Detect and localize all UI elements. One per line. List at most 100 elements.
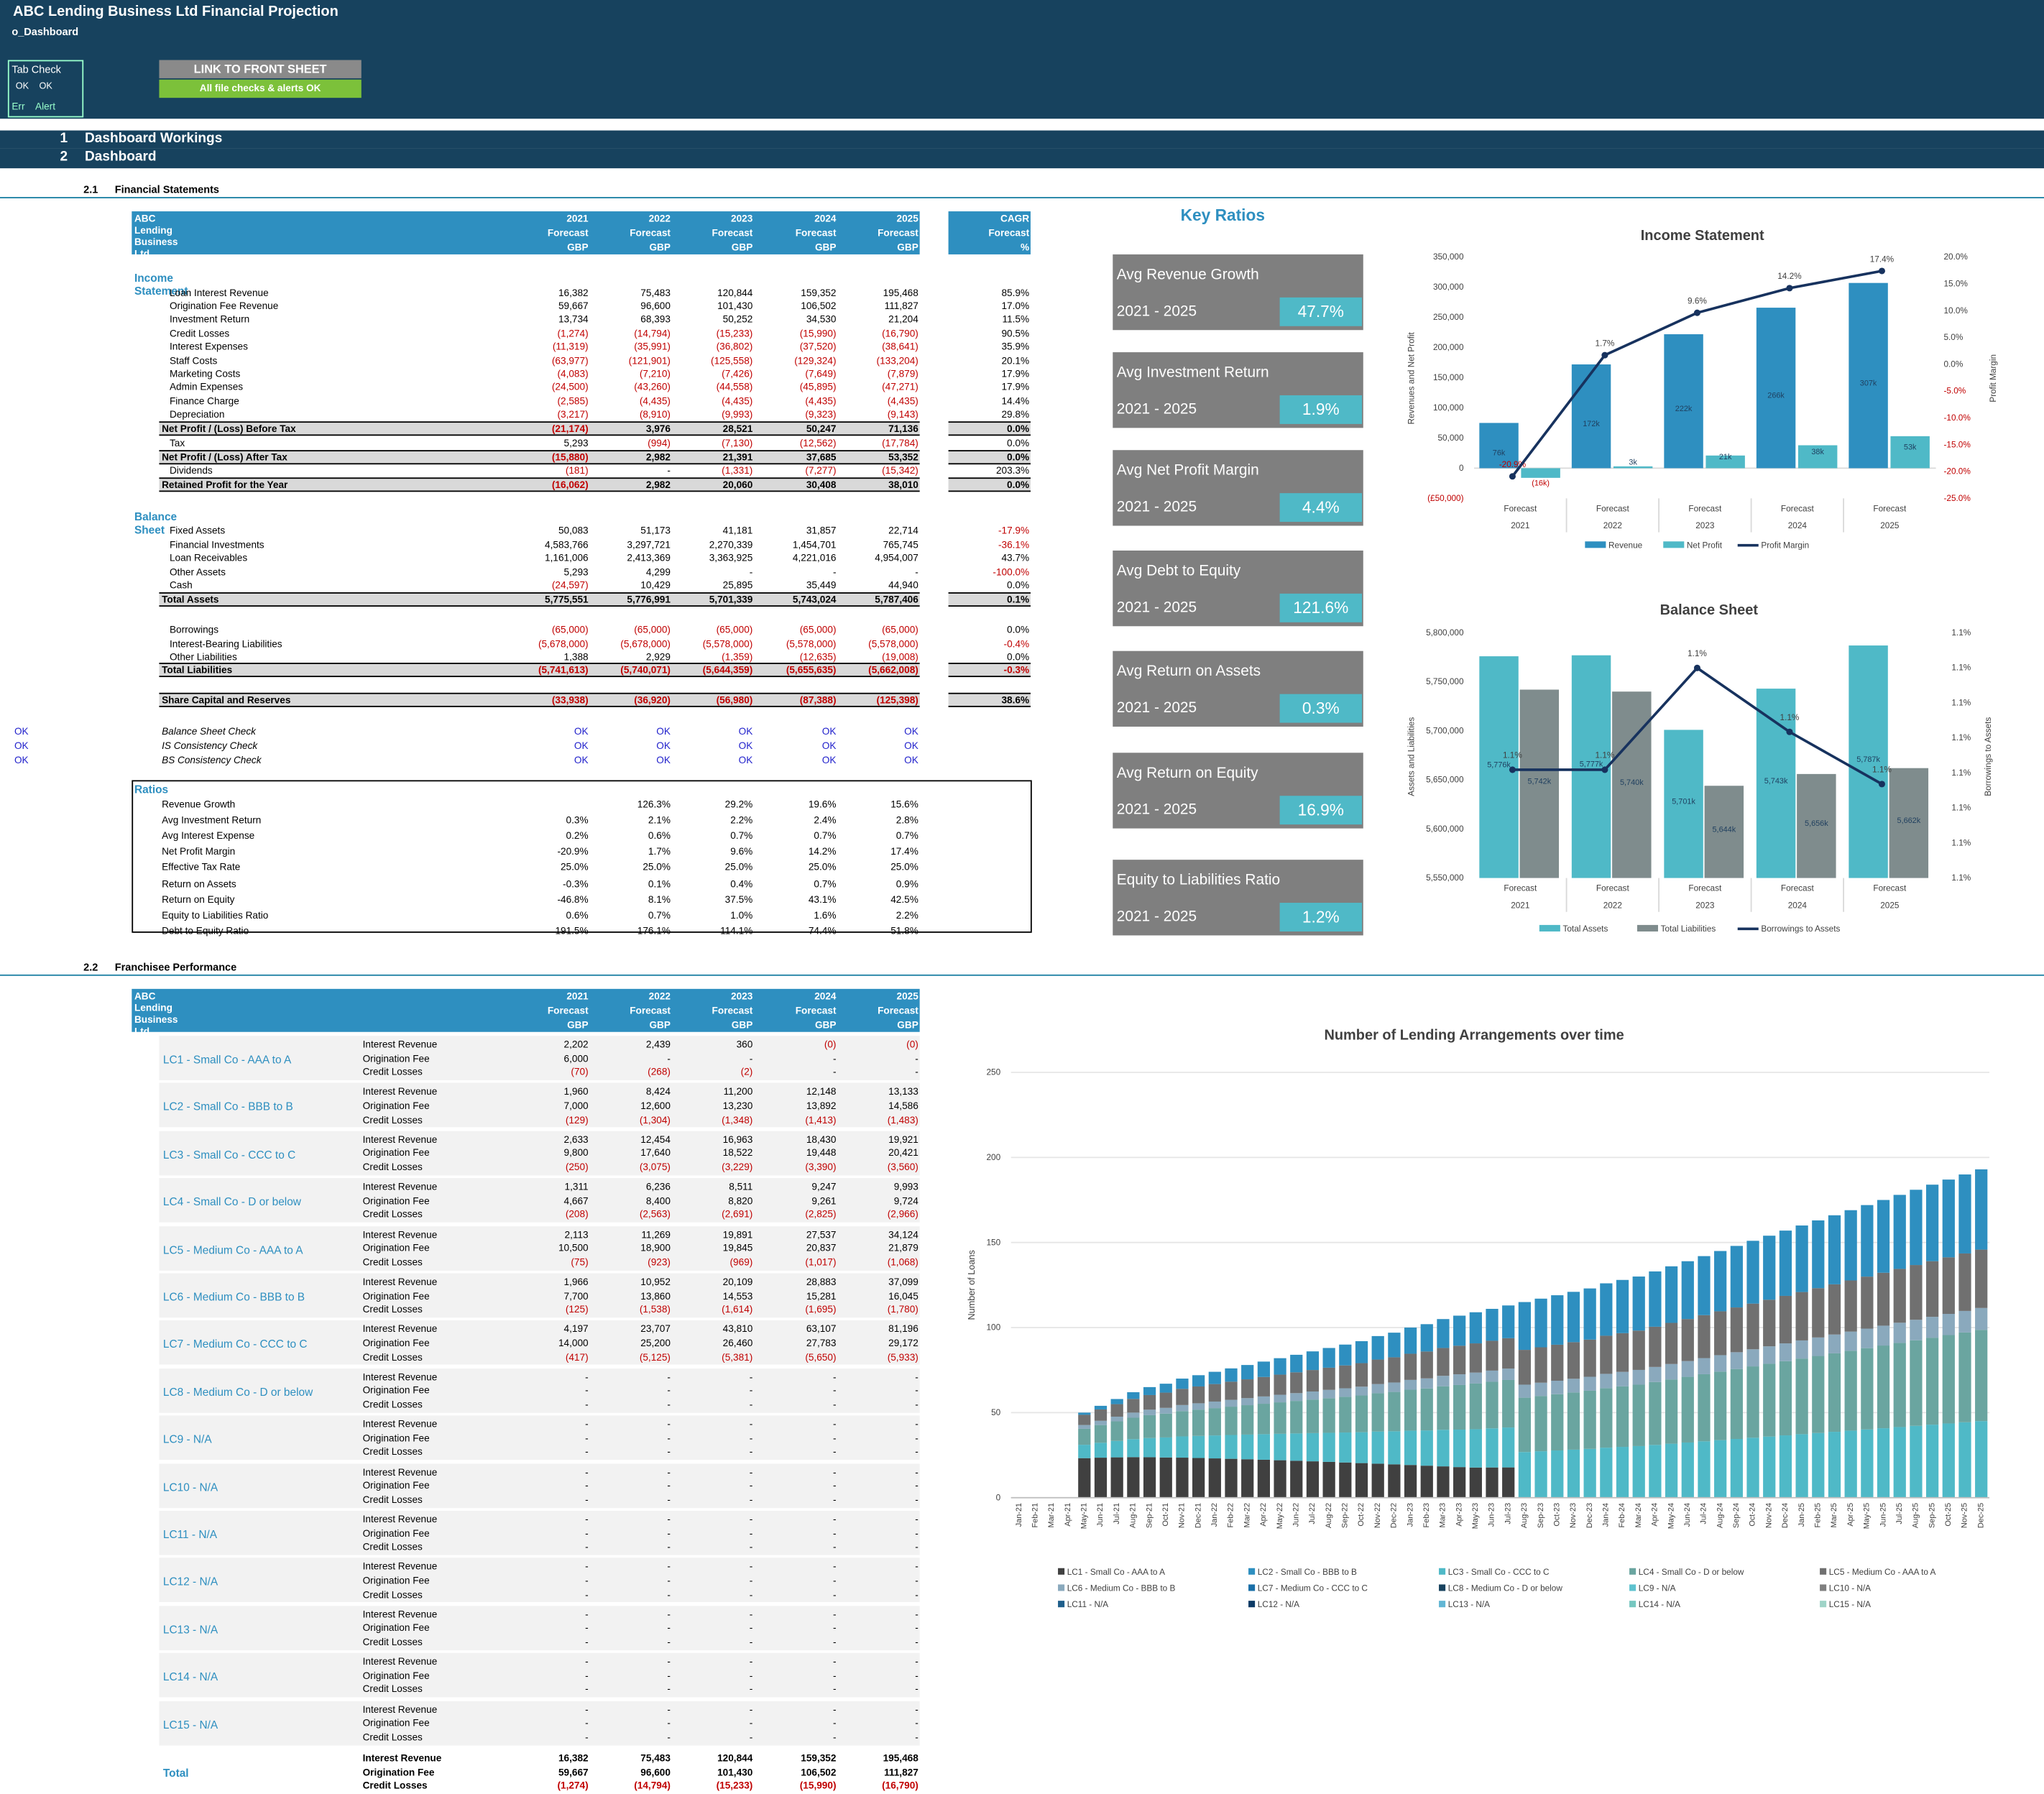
value-cell: 8,400: [645, 1195, 671, 1207]
stacked-bar-segment: [1241, 1365, 1254, 1380]
line-label: Credit Losses: [362, 1445, 423, 1458]
cagr-cell: 0.0%: [1007, 423, 1030, 435]
year-header: 2025: [896, 990, 919, 1002]
stacked-bar-segment: [1339, 1365, 1352, 1389]
kpi-period: 2021 - 2025: [1116, 303, 1197, 320]
value-cell: (3,217): [557, 408, 589, 420]
cagr-cell: 203.3%: [995, 464, 1030, 477]
stacked-bar-segment: [1306, 1461, 1320, 1498]
x-tick-label: Oct-24: [1749, 1503, 1757, 1527]
x-tick-label: Aug-22: [1325, 1503, 1333, 1528]
value-cell: (129,324): [794, 354, 837, 367]
currency-header: GBP: [567, 1018, 589, 1031]
kpi-name: Avg Return on Equity: [1116, 765, 1258, 782]
x-tick-label: Dec-21: [1194, 1503, 1202, 1528]
stacked-bar-segment: [1583, 1376, 1596, 1391]
value-cell: (15,233): [716, 1780, 753, 1792]
stacked-bar-segment: [1176, 1404, 1189, 1412]
value-cell: -: [667, 1703, 671, 1716]
y2-tick-label: 1.1%: [1951, 804, 1971, 813]
stacked-bar-segment: [1094, 1420, 1108, 1425]
stacked-bar-segment: [1094, 1405, 1108, 1409]
value-cell: (17,784): [882, 437, 919, 449]
ratio-value: 37.5%: [724, 893, 753, 905]
kpi-value: 0.3%: [1279, 694, 1362, 723]
y-tick-label: 150: [987, 1238, 1001, 1247]
y2-tick-label: 1.1%: [1951, 768, 1971, 778]
cagr-cell: 20.1%: [1001, 354, 1030, 367]
legend-label: Total Liabilities: [1661, 924, 1716, 934]
stacked-bar-segment: [1143, 1457, 1156, 1498]
line-label: Interest Revenue: [362, 1560, 438, 1573]
forecast-header: Forecast: [630, 226, 671, 239]
link-to-front-sheet-button[interactable]: LINK TO FRONT SHEET: [159, 60, 362, 78]
value-cell: (4,435): [639, 395, 671, 407]
tab-check-alert: Alert: [35, 100, 55, 113]
stacked-bar-segment: [1078, 1414, 1091, 1425]
stacked-bar-segment: [1078, 1458, 1091, 1498]
x-category-top: Forecast: [1781, 505, 1815, 514]
x-tick-label: Mar-24: [1634, 1503, 1643, 1527]
stacked-bar-segment: [1942, 1179, 1955, 1258]
x-category-top: Forecast: [1596, 505, 1630, 514]
stacked-bar-segment: [1404, 1465, 1417, 1498]
lc-band: [159, 1558, 920, 1603]
forecast-header: Forecast: [712, 1004, 753, 1016]
stacked-bar-segment: [1339, 1344, 1352, 1366]
value-cell: 11,269: [641, 1228, 671, 1241]
value-cell: -: [832, 1479, 837, 1491]
value-cell: (3,229): [722, 1161, 753, 1173]
year-header: 2024: [814, 212, 837, 225]
value-cell: 9,993: [893, 1181, 919, 1193]
section-dashboard[interactable]: 2 Dashboard: [0, 148, 2044, 169]
y-tick-label: 5,600,000: [1426, 824, 1464, 834]
legend-label: Total Assets: [1562, 924, 1608, 934]
stacked-bar-segment: [1192, 1375, 1205, 1386]
stacked-bar-segment: [1486, 1428, 1499, 1468]
line-label: Credit Losses: [362, 1351, 423, 1363]
value-cell: 4,197: [563, 1323, 589, 1335]
y-tick-label: 200: [987, 1153, 1001, 1162]
value-cell: 23,707: [640, 1323, 671, 1335]
cagr-header: CAGR: [1000, 212, 1030, 225]
stacked-bar-segment: [1975, 1249, 1988, 1308]
stacked-bar-segment: [1730, 1352, 1743, 1369]
y2-axis-label: Borrowings to Assets: [1984, 717, 1993, 796]
ratio-value: 74.4%: [808, 924, 837, 937]
value-cell: -: [667, 1540, 671, 1553]
value-cell: -: [585, 1432, 589, 1444]
value-cell: 18,522: [722, 1147, 753, 1159]
ratios-heading: Ratios: [134, 783, 169, 796]
stacked-bar-segment: [1078, 1412, 1091, 1415]
legend-swatch: [1248, 1584, 1256, 1591]
year-header: 2022: [648, 990, 671, 1002]
stacked-bar-segment: [1241, 1379, 1254, 1399]
y-axis-label: Assets and Liabilities: [1407, 717, 1417, 796]
stacked-bar-segment: [1616, 1333, 1629, 1372]
ratios-box: [132, 780, 1032, 933]
stacked-bar-segment: [1812, 1432, 1825, 1498]
stacked-bar-segment: [1910, 1425, 1923, 1498]
section-dashboard-workings[interactable]: 1 Dashboard Workings: [0, 130, 2044, 149]
value-cell: 13,133: [888, 1085, 919, 1098]
forecast-header: Forecast: [988, 226, 1030, 239]
line-label: Credit Losses: [362, 1066, 423, 1078]
x-tick-label: Jun-24: [1683, 1503, 1692, 1527]
line-label: Credit Losses: [362, 1113, 423, 1126]
value-cell: -: [749, 1445, 753, 1458]
value-cell: 2,929: [645, 650, 671, 663]
legend-label: LC15 - N/A: [1829, 1600, 1871, 1609]
stacked-bar-segment: [1388, 1357, 1401, 1383]
lc-band: [159, 1368, 920, 1413]
stacked-bar-segment: [1143, 1409, 1156, 1415]
stacked-bar-segment: [1339, 1462, 1352, 1498]
value-cell: 159,352: [801, 286, 837, 298]
liabilities-data-label: 5,742k: [1527, 778, 1551, 786]
value-cell: (5,741,613): [538, 663, 589, 676]
ratio-value: 176.1%: [637, 924, 671, 937]
line-label: Credit Losses: [362, 1780, 428, 1792]
stacked-bar-segment: [1127, 1417, 1140, 1440]
stacked-bar-segment: [1779, 1435, 1792, 1498]
value-cell: (2,966): [887, 1208, 919, 1220]
value-cell: -: [667, 1608, 671, 1620]
